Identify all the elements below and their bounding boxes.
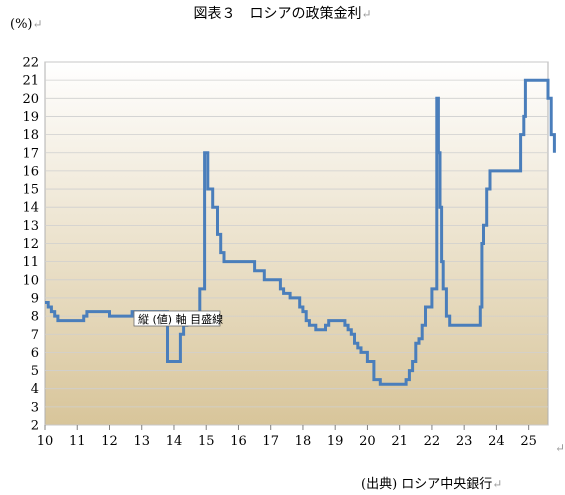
y-tick-label: 17 [22,146,39,161]
y-tick-label: 14 [22,201,39,216]
y-tick-label: 12 [22,237,39,252]
y-tick-label: 15 [22,183,39,198]
y-tick-label: 3 [31,400,39,415]
y-unit-label: (%)↵ [10,17,43,32]
x-tick-label: 16 [230,434,247,449]
y-tick-label: 7 [31,328,39,343]
y-tick-label: 13 [22,219,39,234]
x-tick-label: 17 [262,434,279,449]
x-tick-label: 21 [391,434,408,449]
x-tick-label: 22 [424,434,441,449]
gridline-tooltip-text: 縦 (値) 軸 目盛線 [138,312,223,326]
x-tick-label: 13 [133,434,150,449]
x-axis-ticks: 10 11 12 13 14 15 16 17 18 19 20 21 22 23 24 25 [37,425,537,449]
x-tick-label: 25 [520,434,537,449]
series-line [45,78,556,386]
x-tick-label: 19 [327,434,344,449]
x-tick-label: 20 [359,434,376,449]
y-tick-label: 18 [22,128,39,143]
y-tick-label: 22 [22,56,39,71]
source-note: (出典) ロシア中央銀行↵ [361,477,503,492]
return-mark: ↵ [32,17,43,31]
y-tick-label: 6 [31,346,39,361]
x-tick-label: 11 [69,434,86,449]
x-tick-label: 15 [198,434,215,449]
y-tick-label: 5 [31,364,39,379]
y-tick-label: 20 [22,92,39,107]
x-tick-label: 23 [456,434,473,449]
y-tick-label: 16 [22,164,39,179]
y-tick-label: 2 [31,419,39,434]
return-mark: ↵ [361,7,372,21]
gridlines [45,61,548,426]
y-tick-label: 11 [22,255,39,270]
y-tick-label: 21 [22,74,39,89]
return-mark: ↵ [555,441,565,455]
y-tick-label: 19 [22,110,39,125]
x-tick-label: 24 [488,434,505,449]
return-mark: ↵ [492,477,503,491]
y-tick-label: 4 [31,382,39,397]
y-axis-ticks: 2 3 4 5 6 7 8 9 10 11 12 13 14 15 16 17 18 19 20 21 22 [22,56,39,434]
x-tick-label: 14 [166,434,183,449]
gridline-tooltip: 縦 (値) 軸 目盛線 [133,310,223,327]
y-tick-label: 10 [22,273,39,288]
y-tick-label: 9 [31,291,39,306]
y-tick-label: 8 [31,310,39,325]
x-tick-label: 12 [101,434,118,449]
chart-title: 図表３ ロシアの政策金利↵ [193,6,372,22]
x-tick-label: 10 [37,434,54,449]
x-tick-label: 18 [295,434,312,449]
